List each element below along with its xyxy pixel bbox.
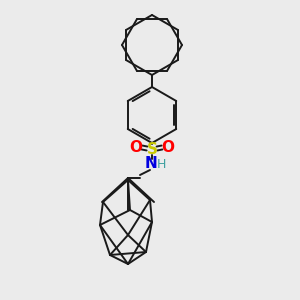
- Text: O: O: [130, 140, 142, 155]
- Text: N: N: [145, 157, 158, 172]
- Text: O: O: [161, 140, 175, 155]
- Text: H: H: [156, 158, 166, 170]
- Text: S: S: [146, 142, 158, 157]
